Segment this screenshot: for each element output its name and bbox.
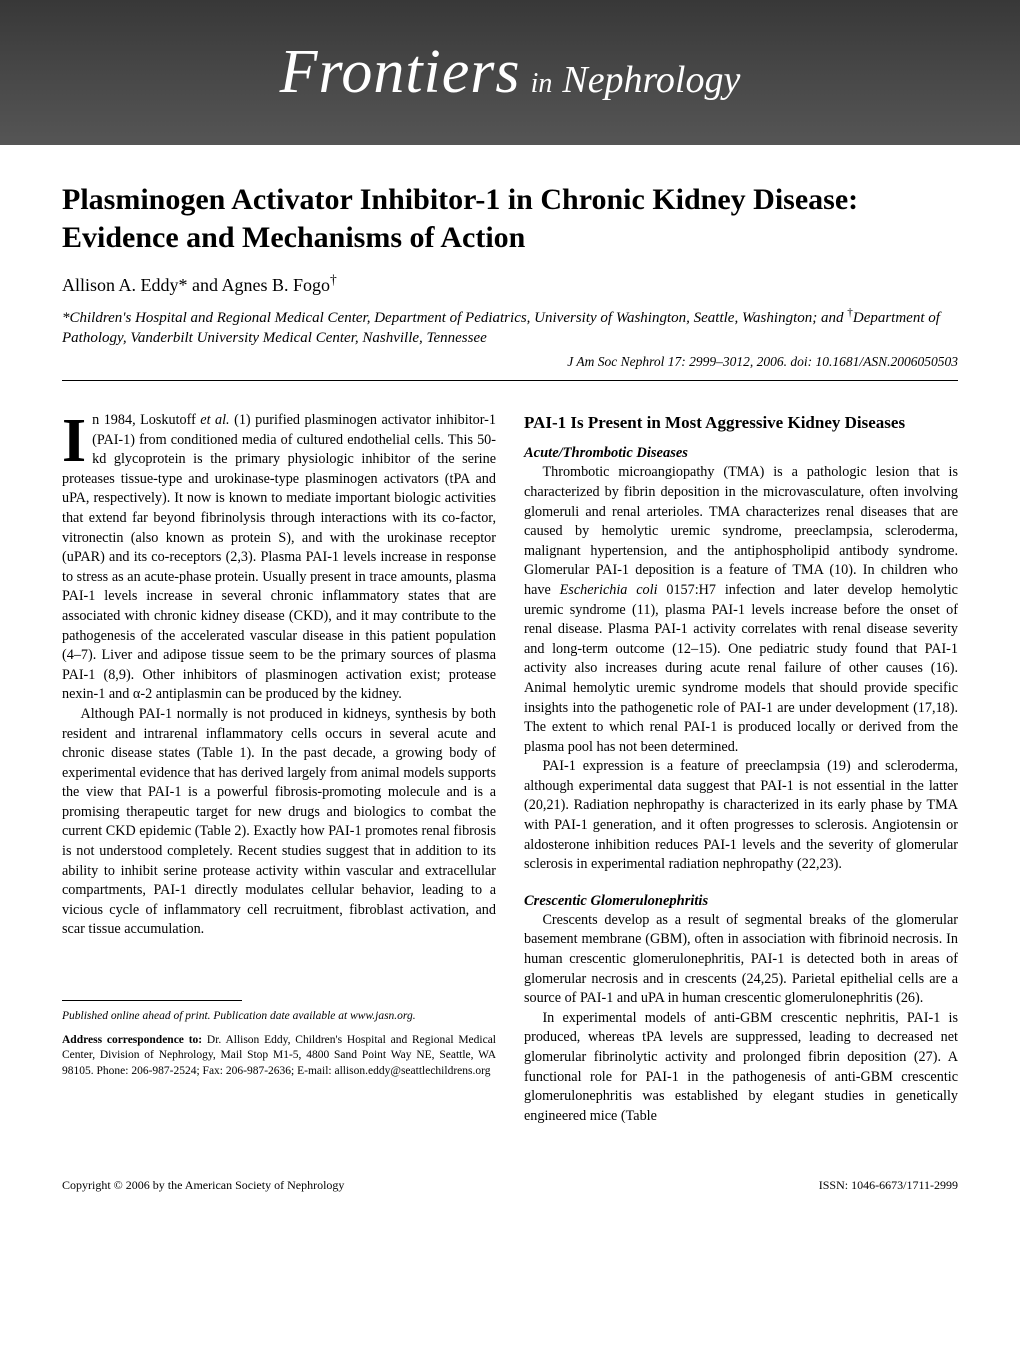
journal-brand: Frontiers in Nephrology [280, 37, 741, 108]
dropcap: I [62, 415, 86, 468]
page-content: Plasminogen Activator Inhibitor-1 in Chr… [0, 145, 1020, 1156]
issn: ISSN: 1046-6673/1711-2999 [819, 1178, 958, 1193]
brand-sub: Nephrology [562, 58, 740, 102]
paragraph-intro: In 1984, Loskutoff et al. (1) purified p… [62, 411, 496, 705]
s1-paragraph-1: Thrombotic microangiopathy (TMA) is a pa… [524, 463, 958, 757]
footnote-rule [62, 1000, 242, 1001]
section-title-pai1-diseases: PAI-1 Is Present in Most Aggressive Kidn… [524, 413, 958, 433]
paragraph-2: Although PAI-1 normally is not produced … [62, 705, 496, 940]
s1-paragraph-2: PAI-1 expression is a feature of preecla… [524, 757, 958, 875]
footnote-published: Published online ahead of print. Publica… [62, 1009, 496, 1025]
footnotes-block: Published online ahead of print. Publica… [62, 1000, 496, 1079]
p1-text: n 1984, Loskutoff et al. (1) purified pl… [62, 412, 496, 702]
correspondence-label: Address correspondence to: [62, 1034, 202, 1046]
footnote-published-text: Published online ahead of print. Publica… [62, 1010, 416, 1022]
brand-in: in [531, 68, 553, 100]
subsection-acute-thrombotic: Acute/Thrombotic Diseases [524, 443, 958, 463]
affiliation: *Children's Hospital and Regional Medica… [62, 306, 958, 348]
citation-line: J Am Soc Nephrol 17: 2999–3012, 2006. do… [62, 354, 958, 370]
s2-paragraph-1: Crescents develop as a result of segment… [524, 911, 958, 1009]
brand-main: Frontiers [280, 37, 521, 108]
footnote-correspondence: Address correspondence to: Dr. Allison E… [62, 1033, 496, 1080]
page-footer: Copyright © 2006 by the American Society… [0, 1178, 1020, 1223]
copyright: Copyright © 2006 by the American Society… [62, 1178, 344, 1193]
s2-paragraph-2: In experimental models of anti-GBM cresc… [524, 1009, 958, 1127]
journal-banner: Frontiers in Nephrology [0, 0, 1020, 145]
title-rule [62, 380, 958, 381]
subsection-crescentic: Crescentic Glomerulonephritis [524, 891, 958, 911]
authors: Allison A. Eddy* and Agnes B. Fogo† [62, 272, 958, 296]
body-columns: In 1984, Loskutoff et al. (1) purified p… [62, 411, 958, 1126]
article-title: Plasminogen Activator Inhibitor-1 in Chr… [62, 181, 958, 256]
